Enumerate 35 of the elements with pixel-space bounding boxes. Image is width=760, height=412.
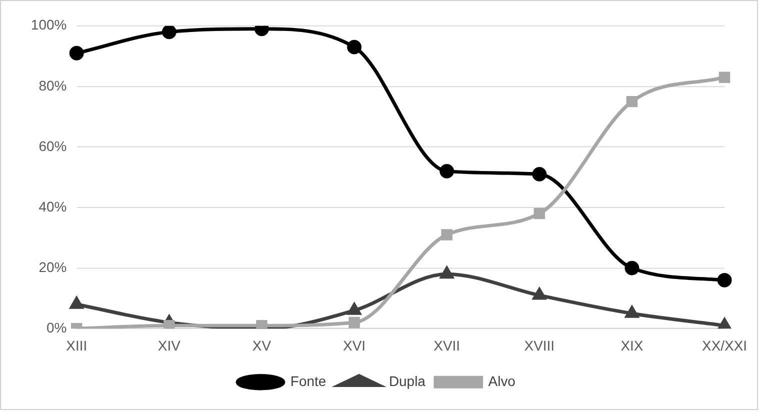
- x-tick-label: XV: [252, 338, 272, 354]
- x-tick-label: XIX: [620, 338, 644, 354]
- x-tick-label: XVI: [343, 338, 366, 354]
- y-tick-label: 60%: [38, 138, 67, 154]
- y-tick-label: 80%: [38, 77, 67, 94]
- point: [534, 208, 546, 220]
- point: [624, 260, 640, 276]
- x-tick-label: XIII: [66, 338, 88, 354]
- point: [162, 26, 176, 40]
- point: [441, 229, 452, 240]
- x-tick-label: XX/XXI: [702, 338, 748, 354]
- point: [69, 46, 84, 60]
- y-tick-label: 0%: [46, 319, 67, 336]
- point: [347, 40, 362, 54]
- point: [625, 306, 638, 318]
- x-tick-label: XVII: [434, 338, 460, 354]
- point: [348, 316, 360, 328]
- legend-label: Alvo: [488, 372, 516, 389]
- point: [718, 318, 732, 329]
- x-tick-label: XVIII: [524, 338, 555, 354]
- point: [532, 166, 547, 182]
- point: [70, 297, 84, 309]
- y-tick-label: 100%: [30, 16, 67, 33]
- point: [440, 266, 454, 279]
- x-tick-label: XIV: [158, 338, 182, 354]
- legend-label: Fonte: [290, 372, 326, 389]
- point: [440, 164, 454, 178]
- point: [718, 72, 730, 83]
- point: [717, 272, 732, 288]
- point: [626, 96, 638, 108]
- point: [532, 288, 546, 300]
- y-tick-label: 40%: [38, 198, 67, 214]
- y-tick-label: 20%: [38, 258, 67, 275]
- point: [348, 303, 361, 315]
- legend-label: Dupla: [388, 372, 426, 389]
